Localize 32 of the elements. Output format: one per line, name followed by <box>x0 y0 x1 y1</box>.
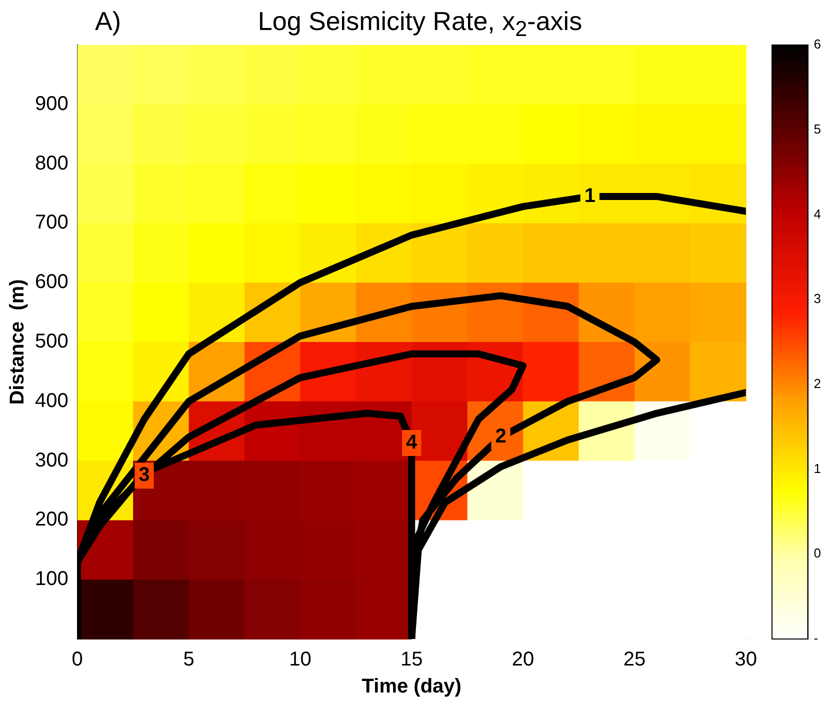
chart-title: Log Seismicity Rate, x$_{2}$-axis <box>256 6 584 42</box>
color-bar-label: 1 <box>814 460 822 476</box>
color-bar-label: 4 <box>814 206 822 222</box>
annotation: 3 <box>138 464 150 486</box>
x-tick-label: 5 <box>183 648 194 671</box>
annotation: 4 <box>406 431 418 454</box>
text: A) <box>95 6 121 37</box>
y-tick-label: 100 <box>34 568 68 590</box>
y-tick-label: 400 <box>34 390 68 412</box>
y-tick-label: 700 <box>34 212 68 234</box>
x-tick-label: 10 <box>289 648 312 671</box>
color-bar-label: 2 <box>814 376 822 392</box>
y-tick-label: 800 <box>34 152 68 174</box>
x-tick-label: 20 <box>512 648 534 671</box>
y-tick-label: 300 <box>34 449 68 472</box>
x-tick-label: 30 <box>734 648 757 671</box>
annotation: 1 <box>584 184 596 207</box>
color-bar-label: 6 <box>814 36 822 52</box>
annotation: 2 <box>495 426 506 448</box>
x-tick-label: 0 <box>72 648 83 671</box>
y-tick-label: 600 <box>34 271 68 294</box>
color-bar-label: - <box>814 630 818 646</box>
color-bar-label: 3 <box>814 291 822 306</box>
y-tick-label: 500 <box>34 330 68 353</box>
y-axis-title: Distance (m) <box>6 279 29 405</box>
x-tick-label: 15 <box>400 648 423 671</box>
y-tick-label: 200 <box>34 508 68 531</box>
y-tick-label: 900 <box>34 92 68 115</box>
x-tick-label: 25 <box>623 648 646 671</box>
color-bar-label: 0 <box>814 546 822 561</box>
x-axis-title: Time (day) <box>362 676 462 698</box>
color-bar-label: 5 <box>814 121 822 136</box>
